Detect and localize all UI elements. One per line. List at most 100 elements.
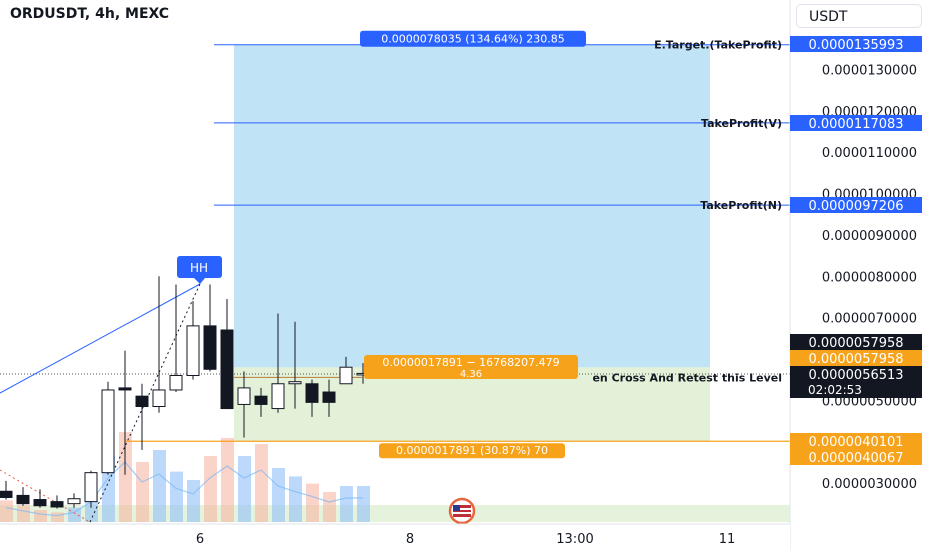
price-label: 0.0000057958 (808, 336, 903, 351)
hh-marker-label: HH (190, 261, 208, 275)
candle-body (322, 391, 336, 403)
price-label-box (790, 115, 922, 131)
candle (101, 381, 115, 475)
candle-body (67, 498, 81, 505)
price-label: 0.0000056513 (808, 368, 903, 383)
target-label-box (360, 30, 586, 47)
price-label: 0.0000040067 (808, 451, 903, 466)
volume-bar (68, 507, 81, 522)
candle-body (186, 325, 200, 376)
candle (339, 356, 353, 385)
countdown-label: 02:02:53 (808, 383, 862, 397)
volume-bar (0, 500, 13, 522)
level-label: TakeProfit(V) (701, 117, 782, 130)
candle-body (237, 387, 251, 405)
volume-bar (204, 456, 217, 522)
candle (0, 480, 13, 500)
y-tick-label: 0.0000130000 (822, 64, 917, 79)
candle (50, 495, 64, 509)
candle-body (305, 383, 319, 403)
stop-label-box (379, 443, 565, 459)
candle-body (203, 325, 217, 370)
us-flag-icon (453, 508, 471, 510)
us-flag-icon (453, 512, 471, 514)
volume-bar (170, 471, 183, 522)
candle (254, 387, 268, 417)
trend-line (0, 283, 201, 394)
candle (33, 489, 47, 508)
x-tick-label: 11 (719, 532, 736, 547)
candle (152, 276, 166, 413)
candle-body (339, 366, 353, 385)
volume-bar (17, 505, 30, 522)
us-flag-icon (453, 505, 460, 511)
price-label: 0.0000117083 (808, 117, 903, 132)
volume-bar (119, 432, 132, 522)
x-tick-label: 6 (196, 532, 204, 547)
candle-body (169, 374, 183, 391)
price-label-box (790, 350, 922, 366)
candle (220, 298, 234, 410)
candle-body (271, 383, 285, 410)
volume-bar (187, 480, 200, 522)
hh-marker-pointer (194, 278, 205, 284)
candle (84, 470, 98, 508)
symbol-title: ORDUSDT, 4h, MEXC (8, 6, 172, 22)
volume-bar (357, 486, 370, 522)
y-tick-label: 0.0000080000 (822, 270, 917, 285)
volume-ma-line (5, 461, 363, 517)
volume-bar (136, 462, 149, 522)
candle (135, 383, 149, 450)
x-tick-label: 13:00 (556, 532, 593, 547)
price-label-box (790, 449, 922, 465)
volume-bar (34, 510, 47, 522)
time-axis (0, 524, 790, 550)
y-tick-label: 0.0000110000 (822, 146, 917, 161)
entry-label-box (364, 355, 578, 379)
price-label-box (790, 433, 922, 449)
profit-zone (234, 44, 710, 368)
target-label: 0.0000078035 (134.64%) 230.85 (381, 33, 565, 46)
price-label: 0.0000135993 (808, 38, 903, 53)
loss-zone (234, 367, 710, 442)
entry-sub-label: 4.36 (460, 369, 482, 380)
hh-marker-box (177, 256, 222, 278)
level-label: E.Target.(TakeProfit) (654, 39, 782, 52)
price-label: 0.0000057958 (808, 352, 903, 367)
entry-label: 0.0000017891 − 16768207.479 (382, 356, 559, 369)
price-label-box (790, 366, 922, 398)
candle (203, 284, 217, 372)
candle-body (0, 490, 13, 498)
volume-bar (272, 468, 285, 522)
volume-bar (153, 450, 166, 522)
currency-selector[interactable]: USDT (796, 4, 922, 28)
y-tick-label: 0.0000050000 (822, 394, 917, 409)
candle-body (16, 494, 30, 505)
price-label: 0.0000040101 (808, 435, 903, 450)
volume-bar (238, 456, 251, 522)
level-label: TakeProfit(N) (700, 199, 782, 212)
candle-body (220, 329, 234, 410)
candle-body (84, 472, 98, 503)
y-tick-label: 0.0000030000 (822, 477, 917, 492)
y-tick-label: 0.0000090000 (822, 229, 917, 244)
candle-body (118, 387, 132, 391)
price-label-box (790, 36, 922, 52)
x-tick-label: 8 (406, 532, 414, 547)
candle-body (152, 389, 166, 408)
price-label-box (790, 334, 922, 350)
y-tick-label: 0.0000070000 (822, 312, 917, 327)
candle-body (135, 395, 149, 408)
candle-body (101, 389, 115, 474)
stop-label: 0.0000017891 (30.87%) 70 (396, 444, 548, 457)
candle (118, 350, 132, 475)
candle (271, 313, 285, 413)
level-label: en Cross And Retest this Level (592, 371, 782, 384)
volume-bar (255, 444, 268, 522)
candle (186, 301, 200, 380)
volume-bar (306, 483, 319, 522)
volume-bar (221, 438, 234, 522)
candle-body (288, 381, 302, 385)
